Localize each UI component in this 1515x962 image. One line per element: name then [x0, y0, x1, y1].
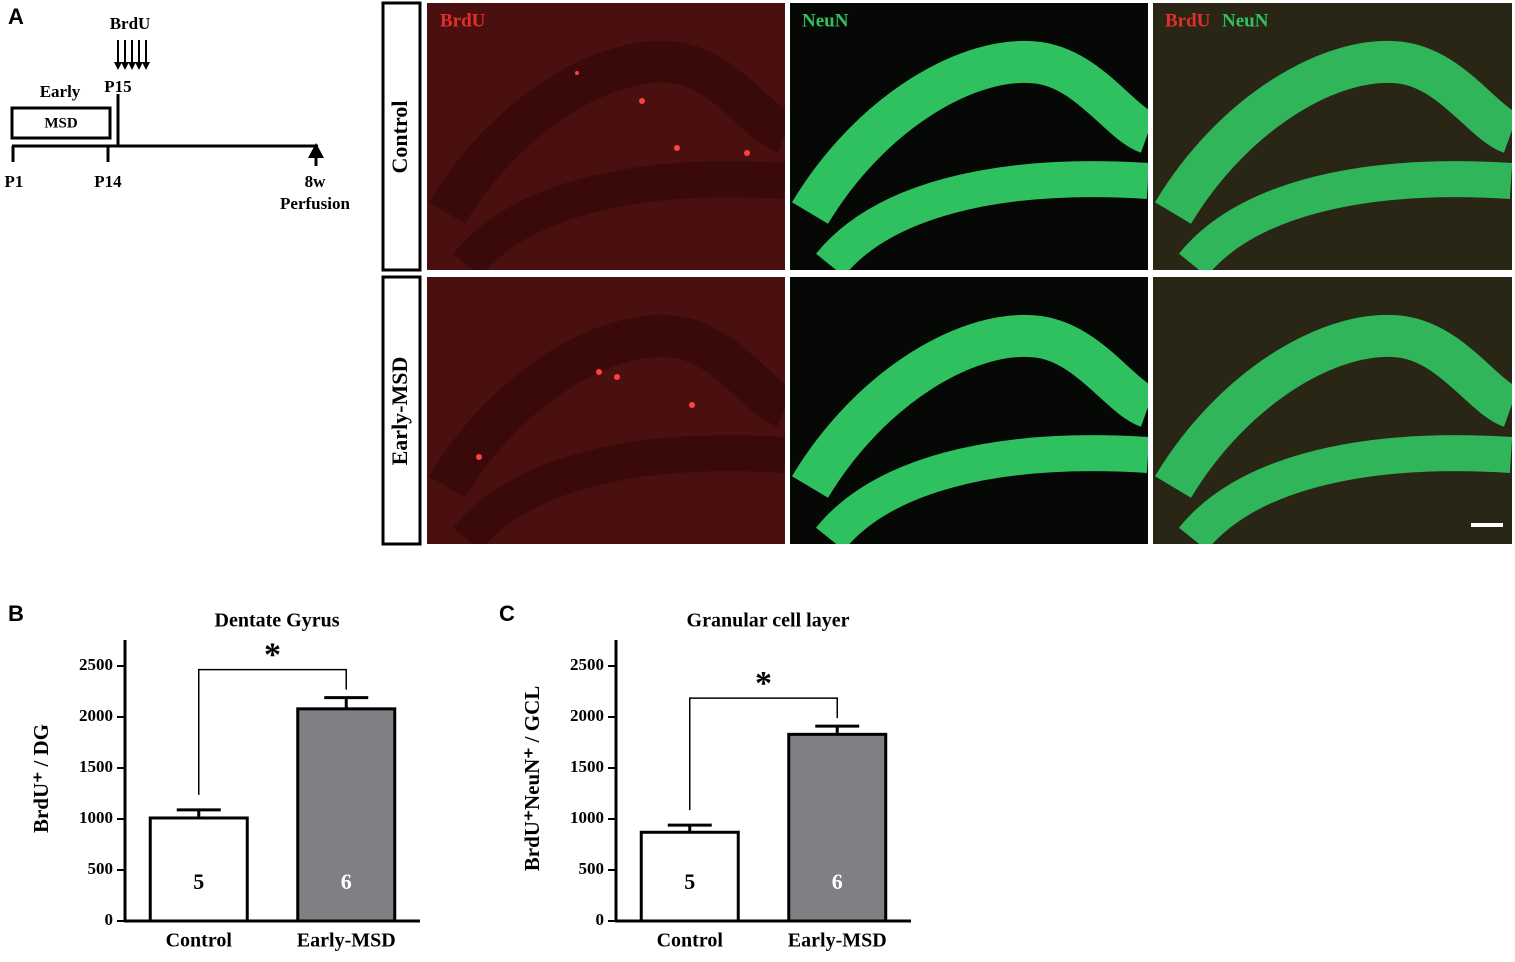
- x-tick-label: Early-MSD: [297, 930, 396, 952]
- n-label: 6: [341, 869, 352, 894]
- row-label: Control: [387, 101, 412, 174]
- msd-label: MSD: [44, 115, 78, 131]
- bar: [639, 830, 740, 923]
- column-label: NeuN: [802, 10, 849, 31]
- y-tick-label: 1500: [79, 757, 113, 776]
- injection-arrows: [117, 40, 147, 64]
- significance-bracket: [689, 697, 838, 811]
- significance-mark: *: [755, 665, 772, 702]
- x-tick-label: Early-MSD: [788, 930, 887, 952]
- micrograph: [427, 3, 785, 270]
- x-tick-label: Control: [166, 930, 233, 952]
- y-tick-label: 1000: [570, 808, 604, 827]
- micrograph: [1153, 3, 1512, 270]
- n-label: 6: [832, 869, 843, 894]
- y-tick-label: 1500: [570, 757, 604, 776]
- brdu-label: BrdU: [110, 14, 151, 33]
- y-axis-label: BrdU⁺NeuN⁺ / GCL: [520, 686, 544, 872]
- micrograph: [1153, 277, 1512, 544]
- y-tick-label: 2000: [79, 706, 113, 725]
- column-label: BrdU: [440, 10, 486, 31]
- n-label: 5: [684, 869, 695, 894]
- n-label: 5: [193, 869, 204, 894]
- msd-box: [10, 106, 112, 140]
- perfusion-label: Perfusion: [280, 194, 350, 213]
- y-axis-label: BrdU⁺ / DG: [29, 724, 53, 833]
- x-tick-label: Control: [657, 930, 724, 952]
- p15-label: P15: [104, 77, 131, 96]
- p14-label: P14: [94, 172, 122, 191]
- column-label: BrdU: [1165, 10, 1211, 31]
- p1-label: P1: [5, 172, 24, 191]
- panel-label: A: [8, 4, 24, 29]
- micrograph: [427, 277, 785, 544]
- micrograph: [790, 3, 1148, 270]
- chart-title: Granular cell layer: [687, 610, 850, 632]
- y-tick-label: 1000: [79, 808, 113, 827]
- panel-label: C: [499, 601, 515, 626]
- chart-title: Dentate Gyrus: [215, 610, 340, 632]
- micrograph: [790, 277, 1148, 544]
- end-label: 8w: [305, 172, 327, 191]
- column-label: NeuN: [1222, 10, 1269, 31]
- significance-bracket: [198, 668, 347, 795]
- bar: [787, 732, 888, 923]
- y-tick-label: 2500: [570, 655, 604, 674]
- timeline: [11, 94, 318, 166]
- y-tick-label: 0: [105, 910, 114, 929]
- bar: [148, 816, 249, 923]
- y-tick-label: 2500: [79, 655, 113, 674]
- early-label: Early: [40, 82, 81, 101]
- y-tick-label: 0: [596, 910, 605, 929]
- bar: [296, 707, 397, 923]
- y-tick-label: 500: [88, 859, 114, 878]
- panel-label: B: [8, 601, 24, 626]
- row-label: Early-MSD: [387, 357, 412, 466]
- y-tick-label: 500: [579, 859, 605, 878]
- y-tick-label: 2000: [570, 706, 604, 725]
- significance-mark: *: [264, 636, 281, 673]
